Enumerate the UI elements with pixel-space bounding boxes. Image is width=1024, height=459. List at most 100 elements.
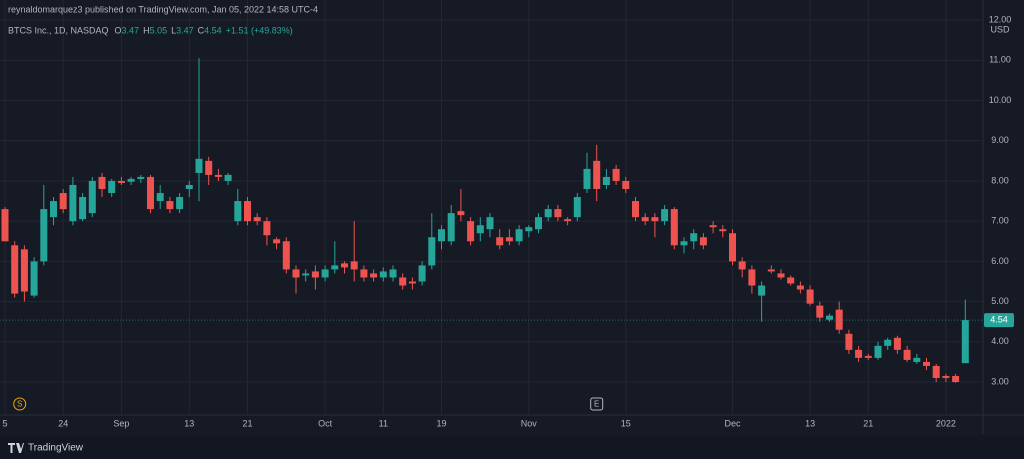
candle-body xyxy=(777,273,785,278)
candle-body xyxy=(273,239,281,244)
candle-body xyxy=(612,168,620,181)
candle-body xyxy=(59,193,67,210)
event-label: S xyxy=(17,400,22,409)
candle-body xyxy=(864,355,872,358)
x-tick-label: 21 xyxy=(863,418,873,428)
candle-body xyxy=(108,180,116,194)
candle-body xyxy=(467,221,475,242)
candle-body xyxy=(632,201,639,218)
candle-body xyxy=(787,277,795,284)
legend-value: 3.47 xyxy=(122,25,140,35)
candle-body xyxy=(341,263,348,268)
candle-body xyxy=(932,365,940,379)
event-marker xyxy=(13,397,27,411)
x-tick-label: Dec xyxy=(724,418,741,428)
candle-body xyxy=(845,333,853,350)
y-tick-label: 11.00 xyxy=(989,55,1011,65)
candle-body xyxy=(835,309,843,330)
candle-body xyxy=(913,357,921,362)
candle-body xyxy=(79,197,87,220)
footer-bar xyxy=(0,436,1024,459)
candle-body xyxy=(331,265,339,270)
candle-body xyxy=(651,217,659,222)
candle-body xyxy=(360,269,368,278)
candle-body xyxy=(195,158,203,173)
candle-body xyxy=(263,221,271,236)
candle-body xyxy=(205,160,213,175)
candle-body xyxy=(50,201,57,218)
legend-key: O xyxy=(115,25,122,35)
candle-body xyxy=(176,197,184,210)
candle-body xyxy=(321,269,329,278)
candle-body xyxy=(855,349,863,358)
candle-body xyxy=(573,197,581,218)
x-tick-label: Nov xyxy=(521,418,538,428)
candle-body xyxy=(399,277,407,286)
candle-body xyxy=(166,201,174,210)
x-tick-label: 15 xyxy=(621,418,631,428)
candle-body xyxy=(20,249,28,292)
candle-body xyxy=(641,217,649,222)
legend-value: 4.54 xyxy=(204,25,222,35)
candle-body xyxy=(418,265,426,282)
candle-body xyxy=(952,375,960,383)
x-tick-label: 19 xyxy=(436,418,446,428)
candle-body xyxy=(544,209,552,218)
x-tick-label: Oct xyxy=(318,418,333,428)
candle-body xyxy=(214,174,222,177)
last-price-label: 4.54 xyxy=(990,314,1008,324)
legend-key: C xyxy=(198,25,205,35)
x-tick-label: 24 xyxy=(58,418,68,428)
x-tick-label: 21 xyxy=(242,418,252,428)
legend-key: L xyxy=(171,25,176,35)
candle-body xyxy=(147,176,154,210)
legend-value: 3.47 xyxy=(176,25,194,35)
candle-body xyxy=(602,176,610,185)
candle-body xyxy=(525,227,533,232)
candle-body xyxy=(40,209,48,262)
candle-body xyxy=(583,168,591,190)
candle-body xyxy=(903,349,911,360)
candle-body xyxy=(98,176,106,190)
candle-body xyxy=(564,219,572,222)
legend-key: H xyxy=(143,25,150,35)
x-tick-label: Sep xyxy=(113,418,129,428)
candle-body xyxy=(690,233,698,242)
candle-body xyxy=(302,273,310,276)
candle-body xyxy=(748,269,756,286)
candle-body xyxy=(379,271,387,278)
x-tick-label: 5 xyxy=(2,418,7,428)
candle-body xyxy=(515,229,523,242)
candle-body xyxy=(496,237,504,246)
candle-body xyxy=(709,225,717,228)
candle-body xyxy=(137,176,145,179)
candle-body xyxy=(156,193,164,202)
candle-body xyxy=(224,174,232,181)
candle-body xyxy=(127,178,135,182)
y-tick-label: 10.00 xyxy=(989,95,1012,105)
candle-body xyxy=(30,261,38,296)
candle-body xyxy=(738,261,746,270)
event-label: E xyxy=(594,400,599,409)
candle-body xyxy=(893,337,901,350)
candle-body xyxy=(593,160,601,190)
candle-body xyxy=(282,241,290,270)
candle-body xyxy=(816,305,824,318)
legend-value: 5.05 xyxy=(150,25,168,35)
y-tick-label: 4.00 xyxy=(991,336,1009,346)
candle-body xyxy=(923,361,930,366)
candle-body xyxy=(680,241,688,246)
x-tick-label: 2022 xyxy=(936,418,956,428)
footer: TradingView xyxy=(28,443,84,454)
candle-body xyxy=(699,237,707,246)
candle-body xyxy=(670,209,678,246)
candle-body xyxy=(11,245,19,294)
y-tick-label: 9.00 xyxy=(991,135,1009,145)
candle-body xyxy=(370,273,378,278)
candle-body xyxy=(408,281,416,284)
candle-body xyxy=(729,233,736,262)
x-tick-label: 13 xyxy=(184,418,194,428)
candle-body xyxy=(447,213,455,242)
